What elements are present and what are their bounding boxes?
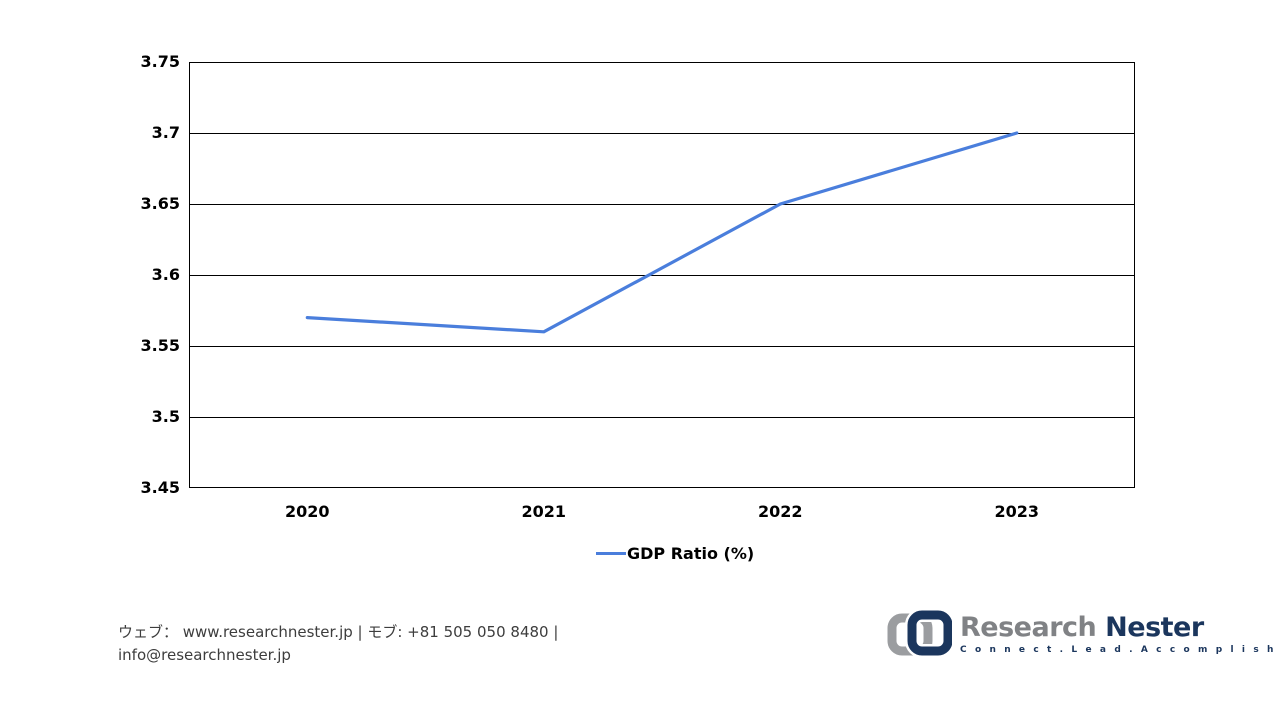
interlocked-links-icon [887,608,952,658]
logo-tagline: C o n n e c t . L e a d . A c c o m p l … [960,645,1277,655]
research-nester-logo: Research Nester C o n n e c t . L e a d … [886,607,1276,661]
logo-wordmark: Research Nester [960,613,1276,643]
y-tick-label: 3.7 [151,123,180,142]
y-tick-label: 3.75 [140,52,180,71]
line-chart-plot-area [189,62,1135,488]
contact-footer-line1: ウェブ： www.researchnester.jp | モブ: +81 505… [118,623,559,641]
gdp-ratio-line-chart [189,62,1135,488]
x-tick-label: 2023 [994,502,1040,521]
y-tick-label: 3.65 [140,194,180,213]
y-tick-label: 3.45 [140,478,180,497]
chart-legend: GDP Ratio (%) [596,544,754,563]
x-tick-label: 2022 [757,502,803,521]
logo-word-research: Research [960,612,1106,643]
legend-line-swatch [596,552,626,555]
x-tick-label: 2020 [284,502,330,521]
logo-word-nester: Nester [1105,612,1204,643]
y-tick-label: 3.6 [151,265,180,284]
legend-series-label: GDP Ratio (%) [627,544,755,563]
y-tick-label: 3.5 [151,407,180,426]
logo-text-block: Research Nester C o n n e c t . L e a d … [960,613,1277,656]
y-tick-label: 3.55 [140,336,180,355]
x-tick-label: 2021 [521,502,567,521]
contact-footer: ウェブ： www.researchnester.jp | モブ: +81 505… [118,621,588,667]
plot-border [189,62,1135,488]
contact-footer-line2: info@researchnester.jp [118,646,291,664]
series-line [305,131,1019,334]
